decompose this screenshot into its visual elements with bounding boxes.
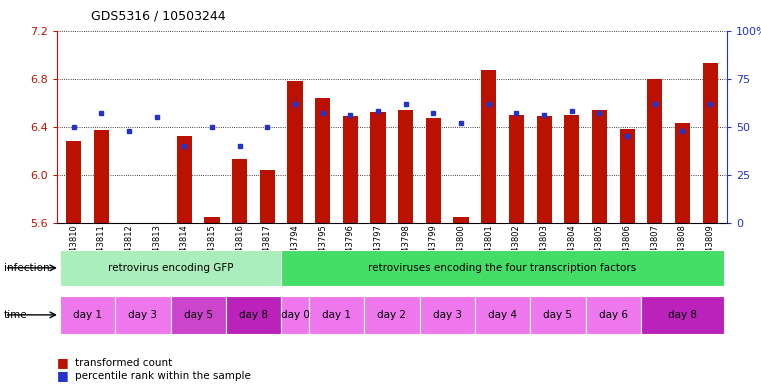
Bar <box>60 250 282 286</box>
Bar <box>232 159 247 223</box>
Text: ■: ■ <box>57 369 68 382</box>
Bar <box>315 98 330 223</box>
Bar <box>530 296 586 334</box>
Text: day 2: day 2 <box>377 310 406 320</box>
Text: infection: infection <box>4 263 49 273</box>
Bar <box>60 296 115 334</box>
Bar <box>481 70 496 223</box>
Bar <box>619 129 635 223</box>
Bar <box>170 296 226 334</box>
Bar <box>475 296 530 334</box>
Text: percentile rank within the sample: percentile rank within the sample <box>75 371 250 381</box>
Text: day 0: day 0 <box>281 310 310 320</box>
Text: retrovirus encoding GFP: retrovirus encoding GFP <box>108 263 234 273</box>
Text: day 1: day 1 <box>322 310 351 320</box>
Bar <box>342 116 358 223</box>
Text: day 8: day 8 <box>668 310 697 320</box>
Bar <box>564 115 579 223</box>
Bar <box>454 217 469 223</box>
Bar <box>509 115 524 223</box>
Bar <box>288 81 303 223</box>
Text: day 4: day 4 <box>488 310 517 320</box>
Bar <box>675 123 690 223</box>
Text: ■: ■ <box>57 356 68 369</box>
Bar <box>537 116 552 223</box>
Bar <box>641 296 724 334</box>
Bar <box>586 296 641 334</box>
Text: day 3: day 3 <box>433 310 462 320</box>
Bar <box>177 136 192 223</box>
Text: GDS5316 / 10503244: GDS5316 / 10503244 <box>91 10 226 23</box>
Bar <box>115 296 170 334</box>
Bar <box>426 118 441 223</box>
Bar <box>260 170 275 223</box>
Bar <box>205 217 220 223</box>
Bar <box>371 113 386 223</box>
Bar <box>592 110 607 223</box>
Bar <box>419 296 475 334</box>
Text: time: time <box>4 310 27 320</box>
Bar <box>282 296 309 334</box>
Text: day 5: day 5 <box>543 310 572 320</box>
Bar <box>66 141 81 223</box>
Bar <box>647 79 662 223</box>
Bar <box>226 296 282 334</box>
Text: day 6: day 6 <box>599 310 628 320</box>
Text: day 5: day 5 <box>183 310 213 320</box>
Bar <box>702 63 718 223</box>
Text: transformed count: transformed count <box>75 358 172 368</box>
Bar <box>282 250 724 286</box>
Text: retroviruses encoding the four transcription factors: retroviruses encoding the four transcrip… <box>368 263 637 273</box>
Text: day 8: day 8 <box>239 310 268 320</box>
Text: day 1: day 1 <box>73 310 102 320</box>
Bar <box>309 296 365 334</box>
Bar <box>398 110 413 223</box>
Bar <box>94 130 109 223</box>
Bar <box>149 223 164 228</box>
Bar <box>122 223 137 228</box>
Bar <box>365 296 419 334</box>
Text: day 3: day 3 <box>129 310 158 320</box>
